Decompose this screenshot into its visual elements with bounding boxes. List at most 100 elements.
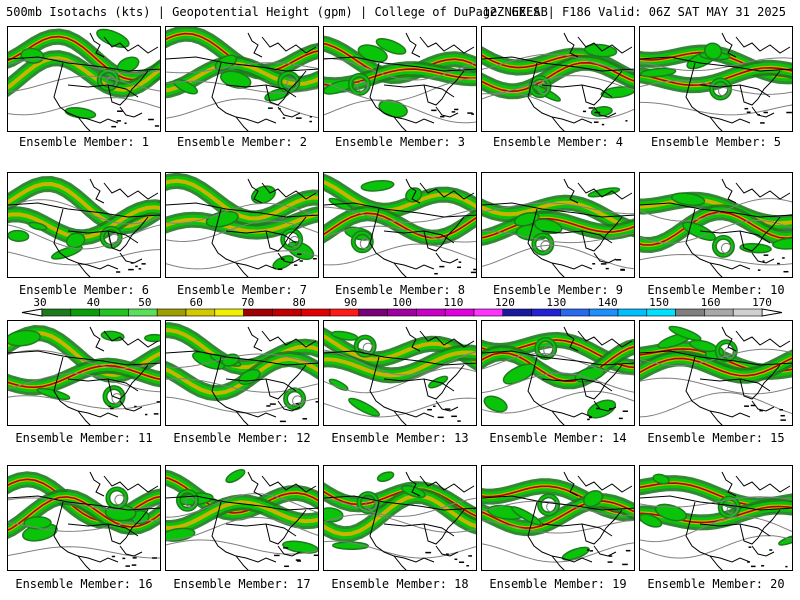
map-field: [324, 32, 476, 131]
map-field: [324, 326, 476, 425]
colorbar-tick-label: 90: [344, 298, 357, 309]
ensemble-map-panel: [639, 465, 793, 571]
header-run-info: 12Z GEFS | F186 Valid: 06Z SAT MAY 31 20…: [482, 5, 786, 19]
map-field: [482, 178, 634, 277]
colorbar-swatch: [531, 308, 561, 317]
ensemble-member-label: Ensemble Member: 11: [15, 431, 153, 445]
colorbar-swatch: [41, 308, 72, 317]
colorbar-swatch: [128, 308, 158, 317]
map-field: [640, 325, 792, 425]
colorbar-swatch: [675, 308, 705, 317]
ensemble-map-panel: [323, 172, 477, 278]
ensemble-member-label: Ensemble Member: 5: [650, 135, 782, 149]
colorbar-tick-label: 140: [598, 298, 618, 309]
ensemble-member-label: Ensemble Member: 15: [647, 431, 785, 445]
map-field: [640, 471, 792, 570]
ensemble-map-panel: [323, 465, 477, 571]
map-field: [324, 173, 476, 277]
colorbar-tick-label: 160: [701, 298, 721, 309]
colorbar-swatch: [387, 308, 417, 317]
ensemble-member-label: Ensemble Member: 12: [173, 431, 311, 445]
map-field: [640, 32, 792, 131]
colorbar-swatch: [588, 308, 619, 317]
colorbar-tick-label: 40: [87, 298, 100, 309]
ensemble-map-panel: [165, 320, 319, 426]
colorbar-swatch: [560, 308, 590, 317]
colorbar-arrow-right: [761, 308, 783, 317]
map-header: 500mb Isotachs (kts) | Geopotential Heig…: [0, 0, 800, 24]
colorbar-swatch: [156, 308, 187, 317]
ensemble-member-label: Ensemble Member: 3: [334, 135, 466, 149]
colorbar-swatch: [444, 308, 475, 317]
ensemble-map-panel: [639, 172, 793, 278]
colorbar-swatch: [300, 308, 331, 317]
map-field: [166, 27, 318, 131]
ensemble-map-panel: [323, 320, 477, 426]
ensemble-map-panel: [165, 172, 319, 278]
colorbar-swatch: [185, 308, 216, 317]
ensemble-map-panel: [165, 26, 319, 132]
ensemble-member-label: Ensemble Member: 2: [176, 135, 308, 149]
colorbar-tick-label: 60: [190, 298, 203, 309]
colorbar-swatch: [646, 308, 676, 317]
colorbar-swatch: [329, 308, 360, 317]
ensemble-map-panel: [639, 26, 793, 132]
colorbar-swatch: [272, 308, 302, 317]
header-title: 500mb Isotachs (kts) | Geopotential Heig…: [6, 5, 548, 19]
ensemble-map-panel: [481, 172, 635, 278]
ensemble-member-label: Ensemble Member: 17: [173, 577, 311, 591]
colorbar-swatch: [70, 308, 100, 317]
ensemble-map-panel: [7, 465, 161, 571]
ensemble-map-panel: [7, 320, 161, 426]
map-field: [482, 471, 634, 570]
map-field: [482, 326, 634, 425]
ensemble-member-label: Ensemble Member: 19: [489, 577, 627, 591]
colorbar-tick-label: 50: [138, 298, 151, 309]
colorbar-tick-label: 150: [649, 298, 669, 309]
ensemble-member-label: Ensemble Member: 18: [331, 577, 469, 591]
colorbar-swatch: [358, 308, 388, 317]
map-field: [640, 178, 792, 277]
map-field: [8, 325, 160, 425]
map-field: [166, 468, 318, 570]
map-field: [8, 471, 160, 570]
ensemble-map-panel: [481, 320, 635, 426]
ensemble-map-panel: [165, 465, 319, 571]
colorbar-swatch: [502, 308, 532, 317]
colorbar-tick-label: 80: [292, 298, 305, 309]
colorbar-swatch: [732, 308, 763, 317]
colorbar-swatch: [473, 308, 504, 317]
ensemble-member-label: Ensemble Member: 9: [492, 283, 624, 297]
map-field: [166, 322, 318, 425]
colorbar-swatch: [617, 308, 648, 317]
ensemble-member-label: Ensemble Member: 16: [15, 577, 153, 591]
map-field: [324, 471, 476, 570]
ensemble-member-label: Ensemble Member: 7: [176, 283, 308, 297]
ensemble-map-panel: [323, 26, 477, 132]
ensemble-member-label: Ensemble Member: 13: [331, 431, 469, 445]
colorbar-swatch: [214, 308, 244, 317]
colorbar-tick-label: 110: [443, 298, 463, 309]
colorbar-tick-label: 30: [33, 298, 46, 309]
ensemble-map-panel: [7, 172, 161, 278]
ensemble-member-label: Ensemble Member: 8: [334, 283, 466, 297]
colorbar-swatch: [99, 308, 129, 317]
colorbar-arrow-left: [21, 308, 43, 317]
ensemble-map-panel: [7, 26, 161, 132]
ensemble-map-panel: [639, 320, 793, 426]
map-field: [482, 32, 634, 131]
colorbar-tick-label: 130: [546, 298, 566, 309]
isotach-colorbar: 30 40 50 60 70 80 90 100 110 120 130 140 150 160 170: [21, 298, 783, 317]
ensemble-member-label: Ensemble Member: 14: [489, 431, 627, 445]
map-field: [166, 173, 318, 277]
colorbar-tick-label: 100: [392, 298, 412, 309]
colorbar-swatch: [416, 308, 446, 317]
colorbar-swatch: [243, 308, 273, 317]
colorbar-tick-label: 170: [752, 298, 772, 309]
ensemble-map-panel: [481, 465, 635, 571]
map-field: [8, 175, 160, 277]
colorbar-swatch: [704, 308, 734, 317]
colorbar-tick-label: 70: [241, 298, 254, 309]
ensemble-member-label: Ensemble Member: 10: [647, 283, 785, 297]
map-field: [8, 28, 160, 131]
